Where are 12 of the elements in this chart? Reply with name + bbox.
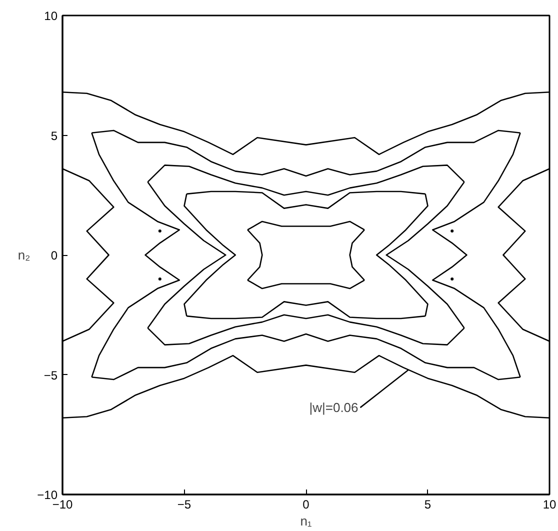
- annotation: |w|=0.06: [309, 400, 358, 416]
- x-axis-title: n₁: [300, 514, 312, 528]
- y-axis-title: n₂: [18, 248, 30, 262]
- y-tick-label: 5: [50, 128, 58, 143]
- y-tick-label: 10: [44, 9, 58, 23]
- x-tick-label: 10: [542, 498, 556, 512]
- y-tick-label: 0: [50, 248, 58, 262]
- x-tick-label: 5: [424, 498, 432, 512]
- x-tick-label: 0: [302, 498, 310, 512]
- y-tick-label: −10: [37, 488, 58, 502]
- x-tick-label: −5: [177, 498, 192, 512]
- y-tick-label: −5: [44, 368, 58, 382]
